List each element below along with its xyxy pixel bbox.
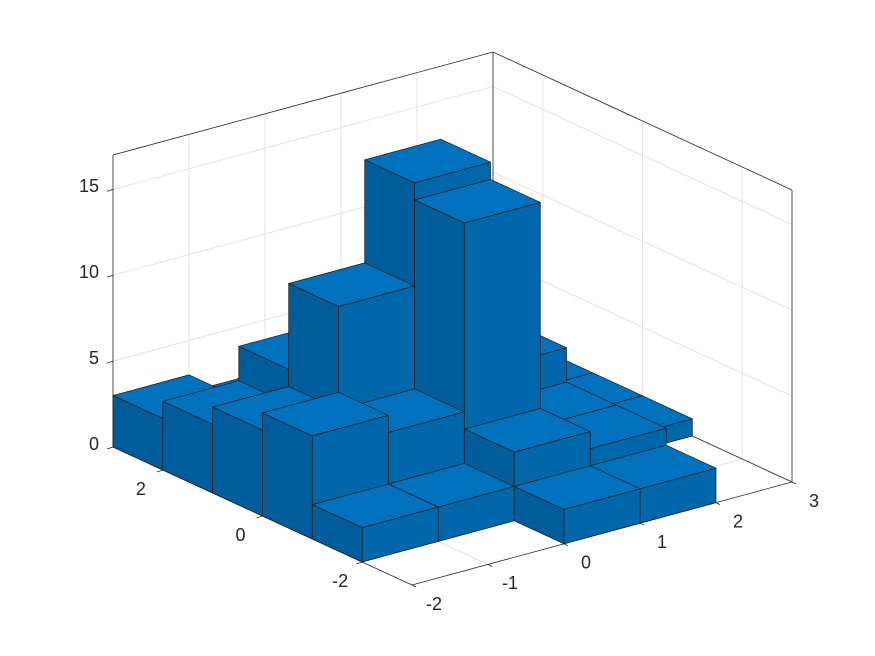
x-tick	[563, 543, 569, 547]
x-tick-label: 0	[581, 553, 591, 573]
z-tick	[106, 188, 114, 192]
z-tick	[106, 360, 114, 364]
bar	[513, 465, 641, 545]
x-tick	[639, 522, 645, 526]
z-tick-label: 10	[79, 262, 99, 282]
bar-top	[311, 483, 439, 528]
bar-top	[513, 465, 641, 510]
bar-top	[262, 391, 389, 437]
bar-top	[364, 138, 491, 184]
x-tick-label: 2	[733, 511, 743, 531]
z-tick	[106, 274, 114, 278]
x-tick-label: 1	[657, 532, 667, 552]
x-tick	[487, 564, 493, 567]
x-tick-label: -1	[502, 573, 518, 593]
x-tick-label: 3	[809, 491, 819, 511]
axis-box	[112, 51, 793, 191]
z-tick	[106, 446, 114, 450]
bar	[311, 483, 439, 563]
x-tick	[715, 502, 721, 505]
x-tick-label: -2	[426, 594, 442, 614]
z-tick-label: 0	[89, 434, 99, 454]
bar-top	[463, 408, 591, 453]
bar-top	[288, 262, 415, 307]
y-tick-label: 0	[235, 525, 245, 545]
x-tick	[791, 481, 797, 485]
y-tick-label: -2	[332, 571, 348, 591]
z-tick-label: 5	[89, 348, 99, 368]
z-tick-label: 15	[79, 176, 99, 196]
bar-top	[414, 179, 541, 224]
x-tick	[411, 584, 417, 588]
y-tick	[156, 469, 163, 473]
y-tick-label: 2	[136, 479, 146, 499]
y-tick	[356, 561, 363, 565]
y-tick	[256, 515, 263, 519]
